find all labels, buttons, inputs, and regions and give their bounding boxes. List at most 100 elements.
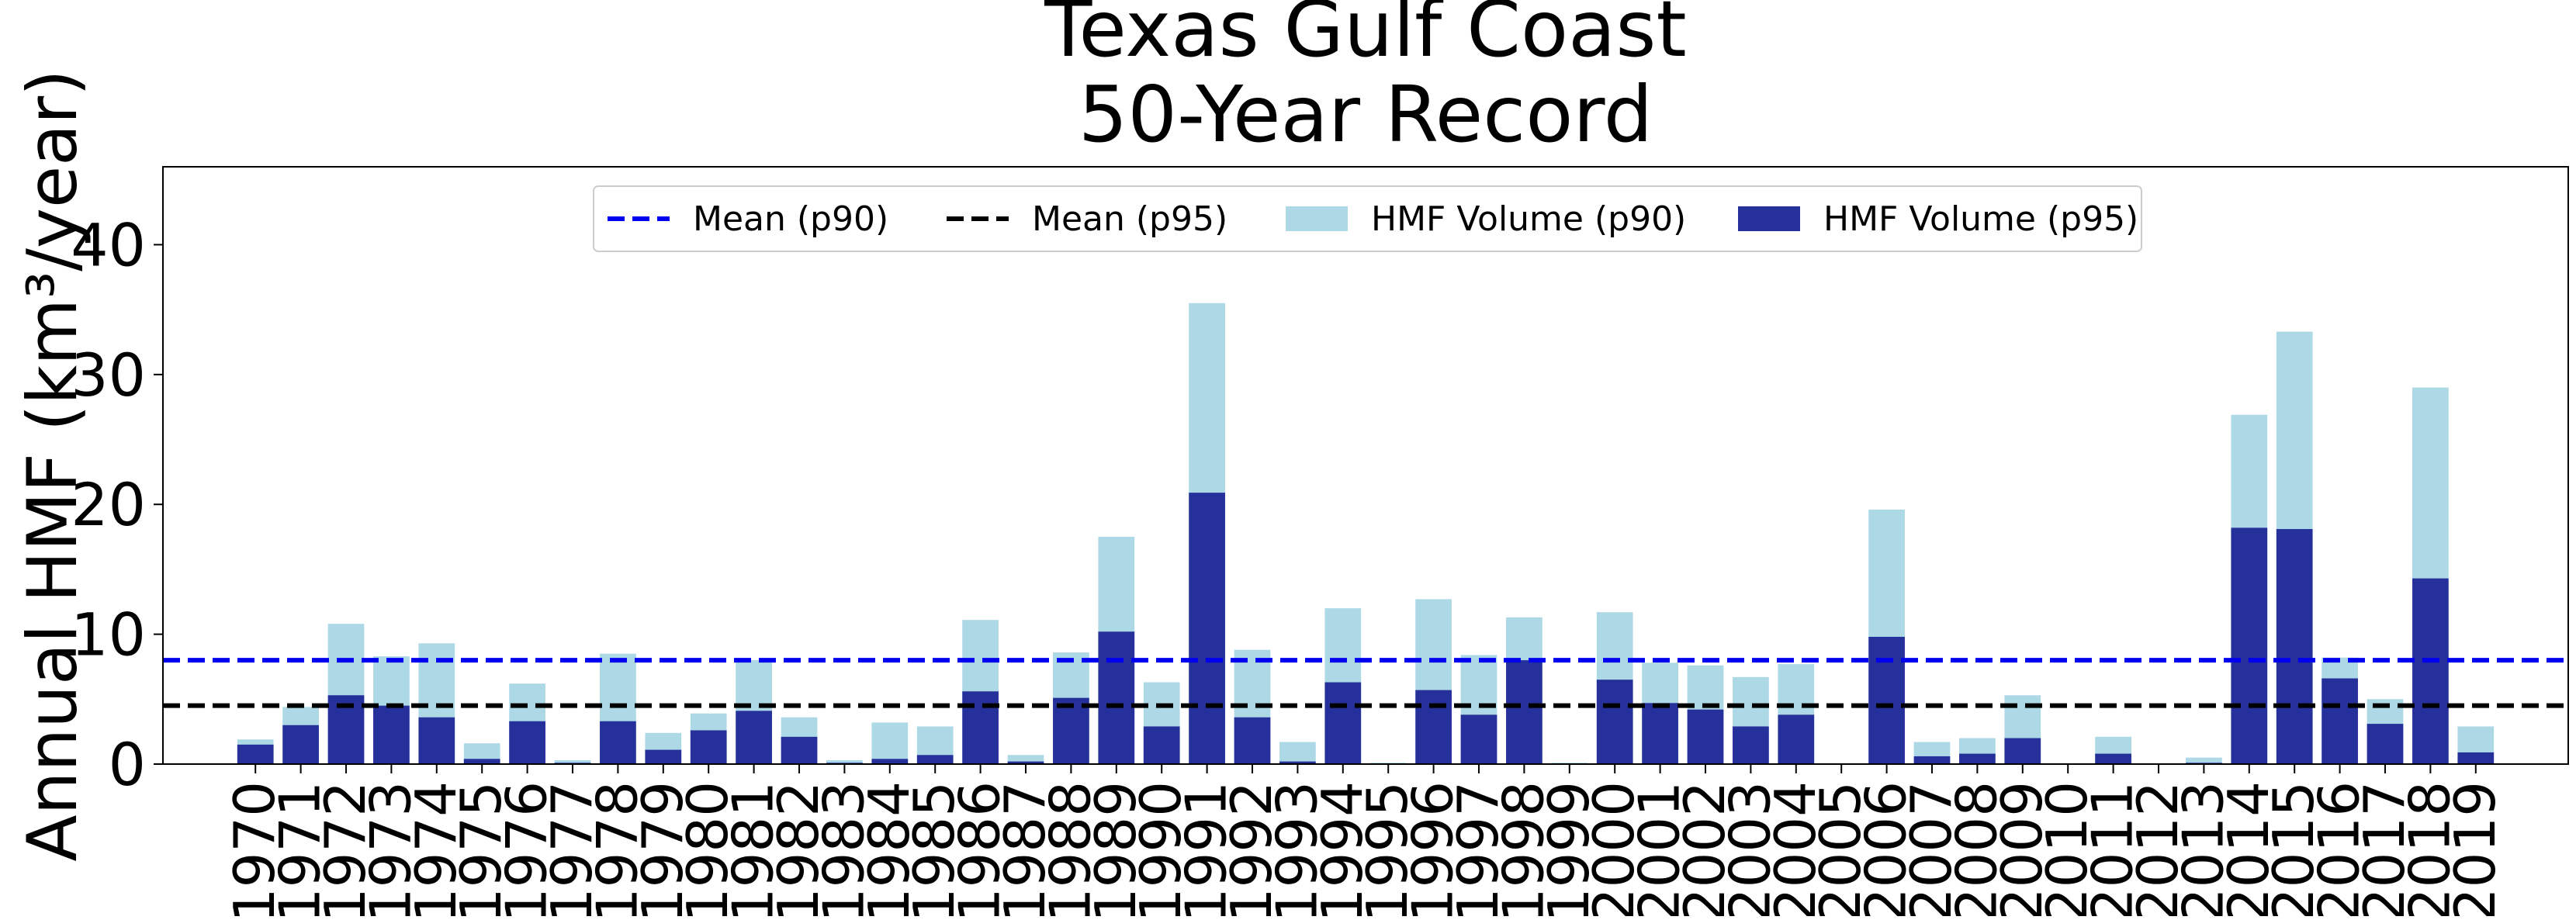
bar-p95 [237,744,274,764]
x-tick-label: 2006 [1854,781,1919,916]
bar-p95 [1007,761,1044,764]
bar-p95 [871,759,909,764]
x-tick-label: 2010 [2034,781,2100,916]
x-tick-label: 1982 [766,781,831,916]
x-tick-label: 1997 [1446,781,1511,916]
bar-p95 [1642,703,1678,764]
bar-p95 [645,749,682,764]
bar-p95 [1415,690,1452,764]
bar-p90 [2186,757,2222,764]
x-tick-label: 1998 [1491,781,1556,916]
x-tick-label: 1989 [1083,781,1148,916]
x-tick-label: 2011 [2080,781,2145,916]
y-tick-label: 0 [109,730,146,799]
bar-p90 [1279,742,1316,764]
x-tick-label: 1986 [947,781,1013,916]
bar-p95 [1959,753,1996,764]
y-axis-label: Annual HMF (km³/year) [12,69,92,861]
x-tick-label: 2000 [1581,781,1646,916]
x-tick-label: 1970 [222,781,287,916]
x-tick-label: 2007 [1899,781,1964,916]
x-tick-label: 2015 [2261,781,2326,916]
bar-p95 [600,721,636,764]
bar-p90 [1007,755,1044,764]
x-tick-label: 2016 [2307,781,2372,916]
bar-p95 [373,705,410,764]
bar-p90 [871,722,909,764]
legend-label: HMF Volume (p90) [1371,199,1686,239]
x-tick-label: 2014 [2216,781,2281,916]
bar-p95 [1778,714,1815,764]
bar-p95 [463,759,500,764]
x-tick-label: 1976 [494,781,559,916]
legend-patch-swatch [1738,206,1800,231]
x-tick-label: 2013 [2170,781,2235,916]
bar-p95 [690,730,727,764]
chart-title-line: 50-Year Record [1079,69,1653,160]
x-tick-label: 1977 [539,781,604,916]
x-tick-label: 1978 [584,781,649,916]
legend-patch-swatch [1286,206,1348,231]
x-tick-label: 2019 [2443,781,2508,916]
legend-label: Mean (p95) [1032,199,1227,239]
bar-p95 [1913,756,1951,764]
bar-p95 [509,721,545,764]
bar-p95 [2004,738,2041,764]
x-tick-label: 1993 [1264,781,1329,916]
bar-p95 [1279,761,1316,764]
x-tick-label: 1988 [1037,781,1103,916]
x-tick-label: 1973 [358,781,423,916]
bar-p95 [1733,726,1769,764]
x-tick-label: 1972 [313,781,378,916]
bar-p95 [2095,753,2131,764]
y-tick-label: 10 [71,600,146,669]
x-tick-label: 1994 [1310,781,1375,916]
bar-p95 [1506,660,1542,764]
y-tick-label: 20 [71,470,146,539]
bar-p90 [826,759,863,764]
x-tick-label: 1996 [1401,781,1466,916]
bar-p95 [2412,578,2449,764]
bar-p95 [2276,529,2313,764]
x-tick-label: 1984 [857,781,922,916]
bar-p95 [1324,682,1362,764]
bar-p95 [916,755,954,764]
x-tick-label: 1971 [268,781,333,916]
x-tick-label: 2017 [2352,781,2417,916]
legend-label: Mean (p90) [693,199,888,239]
x-tick-label: 2009 [1989,781,2055,916]
x-tick-label: 2018 [2397,781,2462,916]
bar-p95 [962,691,999,764]
bar-p95 [2457,752,2495,764]
x-tick-label: 1981 [721,781,786,916]
bar-p95 [418,717,455,764]
bar-p95 [1234,717,1271,764]
x-tick-label: 1980 [675,781,740,916]
bar-p95 [736,711,772,764]
x-tick-label: 2001 [1627,781,1692,916]
y-tick-label: 30 [71,341,146,410]
x-tick-label: 1995 [1355,781,1420,916]
bar-p95 [282,725,319,764]
bar-p95 [2322,678,2358,764]
bar-p95 [1143,726,1180,764]
x-tick-label: 1999 [1536,781,1601,916]
bar-p95 [1460,714,1497,764]
y-tick-label: 40 [71,210,146,279]
x-tick-label: 1987 [992,781,1058,916]
chart-title-line: Texas Gulf Coast [1044,0,1686,74]
bar-p95 [1053,697,1089,764]
x-tick-label: 1991 [1174,781,1239,916]
x-tick-label: 2008 [1944,781,2009,916]
bar-p95 [2231,527,2268,764]
x-tick-label: 2012 [2125,781,2190,916]
bar-p95 [1687,709,1724,764]
x-tick-label: 1985 [902,781,967,916]
bar-p90 [554,759,591,764]
bar-p95 [1098,631,1135,764]
x-tick-label: 1990 [1128,781,1193,916]
x-tick-label: 2005 [1808,781,1873,916]
x-tick-label: 1983 [811,781,876,916]
